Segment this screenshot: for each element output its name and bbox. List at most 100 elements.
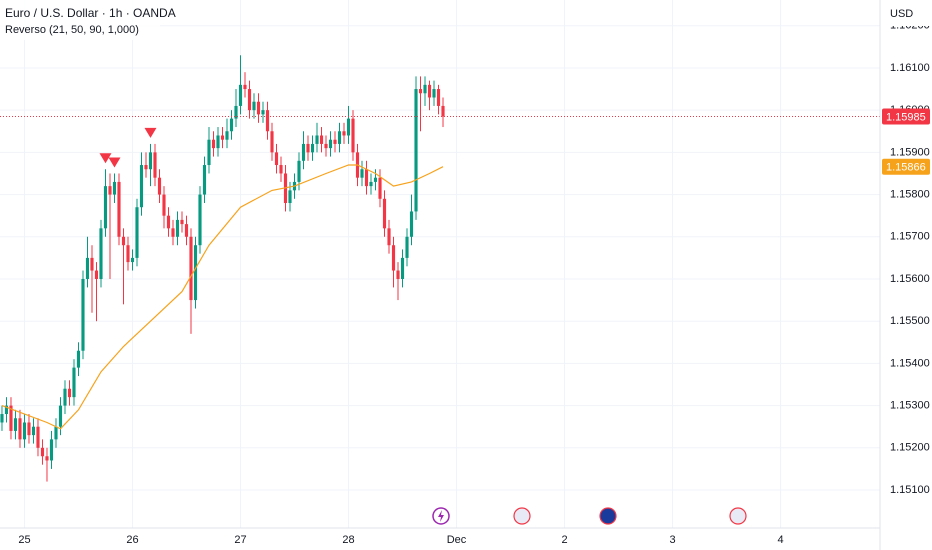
price-tag — [882, 108, 930, 125]
sell-signal — [144, 127, 157, 138]
candle-body — [396, 270, 400, 279]
candle-body — [0, 414, 4, 423]
event-bolt — [438, 510, 444, 522]
candle-body — [202, 165, 207, 195]
candle-body — [391, 245, 396, 271]
y-tick-label: 1.16100 — [890, 62, 930, 74]
candle-body — [94, 270, 99, 279]
candle-body — [171, 228, 175, 237]
candle-body — [324, 143, 328, 149]
candle-body — [342, 131, 346, 136]
y-tick-label: 1.15400 — [890, 357, 930, 369]
candle-body — [189, 236, 193, 301]
candle-body — [405, 236, 409, 258]
event-icon[interactable] — [729, 507, 747, 525]
candle-body — [162, 194, 166, 216]
candle-body — [76, 350, 81, 368]
candle-body — [67, 388, 72, 398]
candle-body — [144, 165, 148, 170]
y-tick-label: 1.15600 — [890, 273, 930, 285]
candle-body — [112, 181, 117, 195]
candle-body — [409, 211, 414, 237]
chart-title: Euro / U.S. Dollar · 1h · OANDA — [5, 6, 176, 20]
candle-body — [346, 118, 351, 136]
candle-body — [135, 207, 139, 258]
candle-body — [220, 135, 225, 140]
candle-body — [148, 152, 153, 170]
candle-body — [279, 165, 283, 174]
event-icons — [432, 507, 747, 525]
candle-body — [274, 152, 279, 166]
y-tick-label: 1.15800 — [890, 188, 930, 200]
candle-body — [108, 186, 112, 195]
x-tick-label: 2 — [561, 534, 567, 546]
candle-body — [423, 84, 427, 94]
candle-body — [310, 143, 315, 153]
price-tag-label: 1.15985 — [886, 111, 926, 123]
candle-body — [36, 426, 40, 448]
candle-body — [121, 236, 126, 246]
currency: USD — [890, 8, 913, 20]
candle-body — [418, 89, 423, 94]
y-tick-label: 1.15500 — [890, 315, 930, 327]
candle-body — [261, 110, 265, 115]
candle-body — [27, 422, 31, 436]
candle-body — [229, 118, 234, 132]
candle-body — [369, 181, 373, 187]
candle-body — [306, 143, 310, 153]
candle-body — [166, 215, 171, 229]
candle-body — [4, 405, 9, 415]
moving-average — [1, 164, 444, 430]
candle-body — [193, 245, 198, 301]
candle-body — [436, 89, 441, 106]
legend-bg — [0, 0, 160, 40]
sell-signal — [99, 153, 112, 164]
candle-body — [382, 198, 387, 229]
x-tick-label: Dec — [447, 534, 467, 546]
candle-body — [351, 118, 355, 153]
x-tick-label: 27 — [234, 534, 246, 546]
candle-body — [130, 257, 135, 263]
y-tick-label: 1.15900 — [890, 146, 930, 158]
candle-body — [207, 139, 211, 166]
event-icon[interactable] — [599, 507, 617, 525]
candle-body — [270, 131, 274, 153]
candle-body — [81, 278, 85, 351]
candle-body — [256, 101, 261, 115]
candle-body — [126, 245, 130, 263]
candle-body — [328, 139, 333, 149]
candle-body — [252, 101, 256, 111]
candle-body — [184, 224, 189, 237]
candle-body — [58, 405, 63, 427]
candle-body — [378, 177, 382, 199]
candle-body — [364, 169, 369, 187]
candle-body — [225, 131, 229, 140]
y-tick-label: 1.15700 — [890, 231, 930, 243]
indicator-label: Reverso (21, 50, 90, 1,000) — [5, 24, 139, 36]
candle-body — [22, 422, 27, 440]
price-tag-label: 1.15866 — [886, 162, 926, 174]
candle-body — [288, 190, 292, 204]
candle-body — [400, 257, 405, 279]
event-icon[interactable] — [513, 507, 531, 525]
x-tick-label: 26 — [126, 534, 138, 546]
candle-body — [337, 131, 342, 144]
price-tag — [882, 158, 930, 175]
candle-body — [198, 194, 202, 246]
candle-body — [216, 135, 220, 149]
candle-body — [441, 105, 445, 117]
candle-body — [333, 139, 337, 144]
candle-body — [18, 418, 22, 440]
candle-body — [72, 367, 76, 398]
y-tick-label: 1.15300 — [890, 400, 930, 412]
candle-body — [301, 143, 306, 161]
candle-body — [99, 228, 103, 279]
candle-body — [90, 257, 94, 271]
sell-signal — [108, 157, 121, 168]
candle-body — [85, 257, 90, 279]
candle-body — [373, 177, 378, 182]
candle-body — [243, 84, 247, 90]
candle-body — [9, 405, 13, 431]
